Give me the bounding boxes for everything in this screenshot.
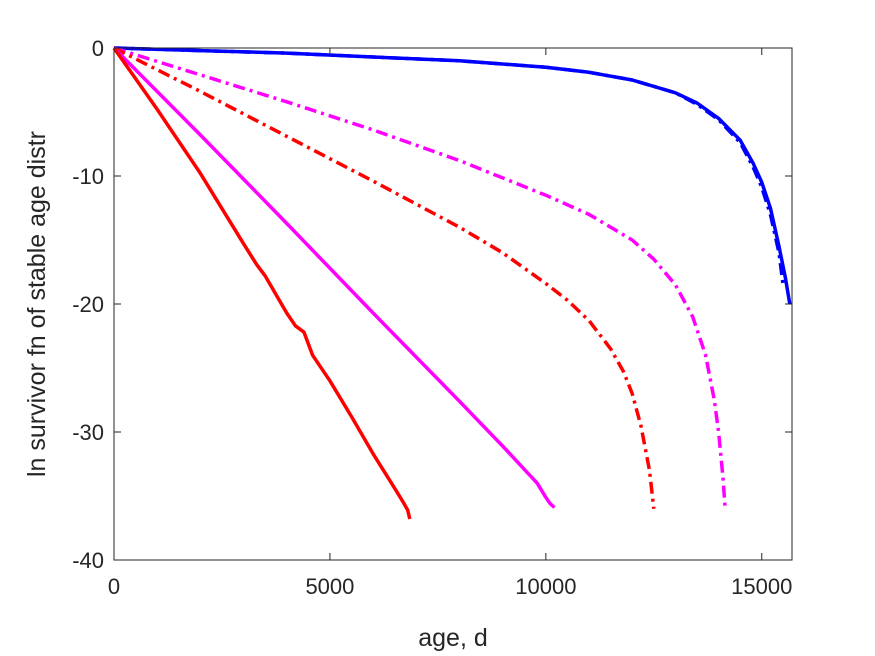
x-axis-title: age, d	[418, 624, 488, 652]
series-line-2	[113, 46, 786, 288]
x-tick-label: 5000	[305, 574, 354, 599]
x-tick-label: 0	[108, 574, 120, 599]
y-tick-label: -40	[72, 548, 104, 573]
x-tick-label: 15000	[731, 574, 792, 599]
y-tick-label: 0	[92, 36, 104, 61]
y-tick-label: -30	[72, 420, 104, 445]
y-tick-label: -10	[72, 164, 104, 189]
series-line-6	[112, 46, 412, 520]
y-tick-label: -20	[72, 292, 104, 317]
series-line-3	[113, 46, 727, 508]
tick-layer: 0 5000 10000 15000 0 -10 -20 -30 -40	[72, 36, 792, 599]
y-axis-title: ln survivor fn of stable age distr	[23, 131, 51, 477]
series-line-4	[113, 46, 656, 509]
x-tick-label: 10000	[515, 574, 576, 599]
plot-background	[114, 48, 792, 560]
series-line-5	[112, 46, 556, 509]
series-layer	[112, 46, 792, 520]
